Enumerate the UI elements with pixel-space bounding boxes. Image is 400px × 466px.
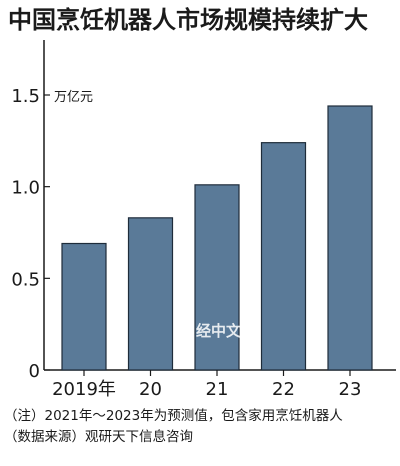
bar bbox=[260, 142, 307, 371]
y-tick-label: 1.0 bbox=[11, 178, 40, 199]
bars bbox=[61, 105, 373, 371]
x-tick-label: 23 bbox=[339, 379, 362, 400]
footnote-note: （注）2021年～2023年为预测值，包含家用烹饪机器人 bbox=[4, 408, 343, 424]
x-tick-label: 21 bbox=[206, 379, 229, 400]
bar bbox=[127, 217, 174, 371]
x-tick-label: 22 bbox=[272, 379, 295, 400]
bar bbox=[61, 242, 107, 371]
y-tick-label: 0 bbox=[29, 361, 40, 382]
ticks: 0 0.5 1.0 1.5 2019年 20 21 22 23 bbox=[11, 86, 361, 400]
y-tick-label: 0.5 bbox=[11, 269, 40, 290]
x-tick-label: 20 bbox=[139, 379, 162, 400]
chart-title: 中国烹饪机器人市场规模持续扩大 bbox=[8, 6, 368, 34]
y-unit-label: 万亿元 bbox=[54, 90, 93, 105]
x-tick-label: 2019年 bbox=[52, 379, 116, 400]
bar bbox=[327, 105, 373, 371]
footnote-source: （数据来源）观研天下信息咨询 bbox=[4, 429, 193, 445]
watermark-text: 日经中文网 bbox=[181, 322, 256, 340]
y-tick-label: 1.5 bbox=[11, 86, 40, 107]
footnote: （注）2021年～2023年为预测值，包含家用烹饪机器人 （数据来源）观研天下信… bbox=[4, 406, 398, 448]
bar bbox=[194, 184, 240, 371]
